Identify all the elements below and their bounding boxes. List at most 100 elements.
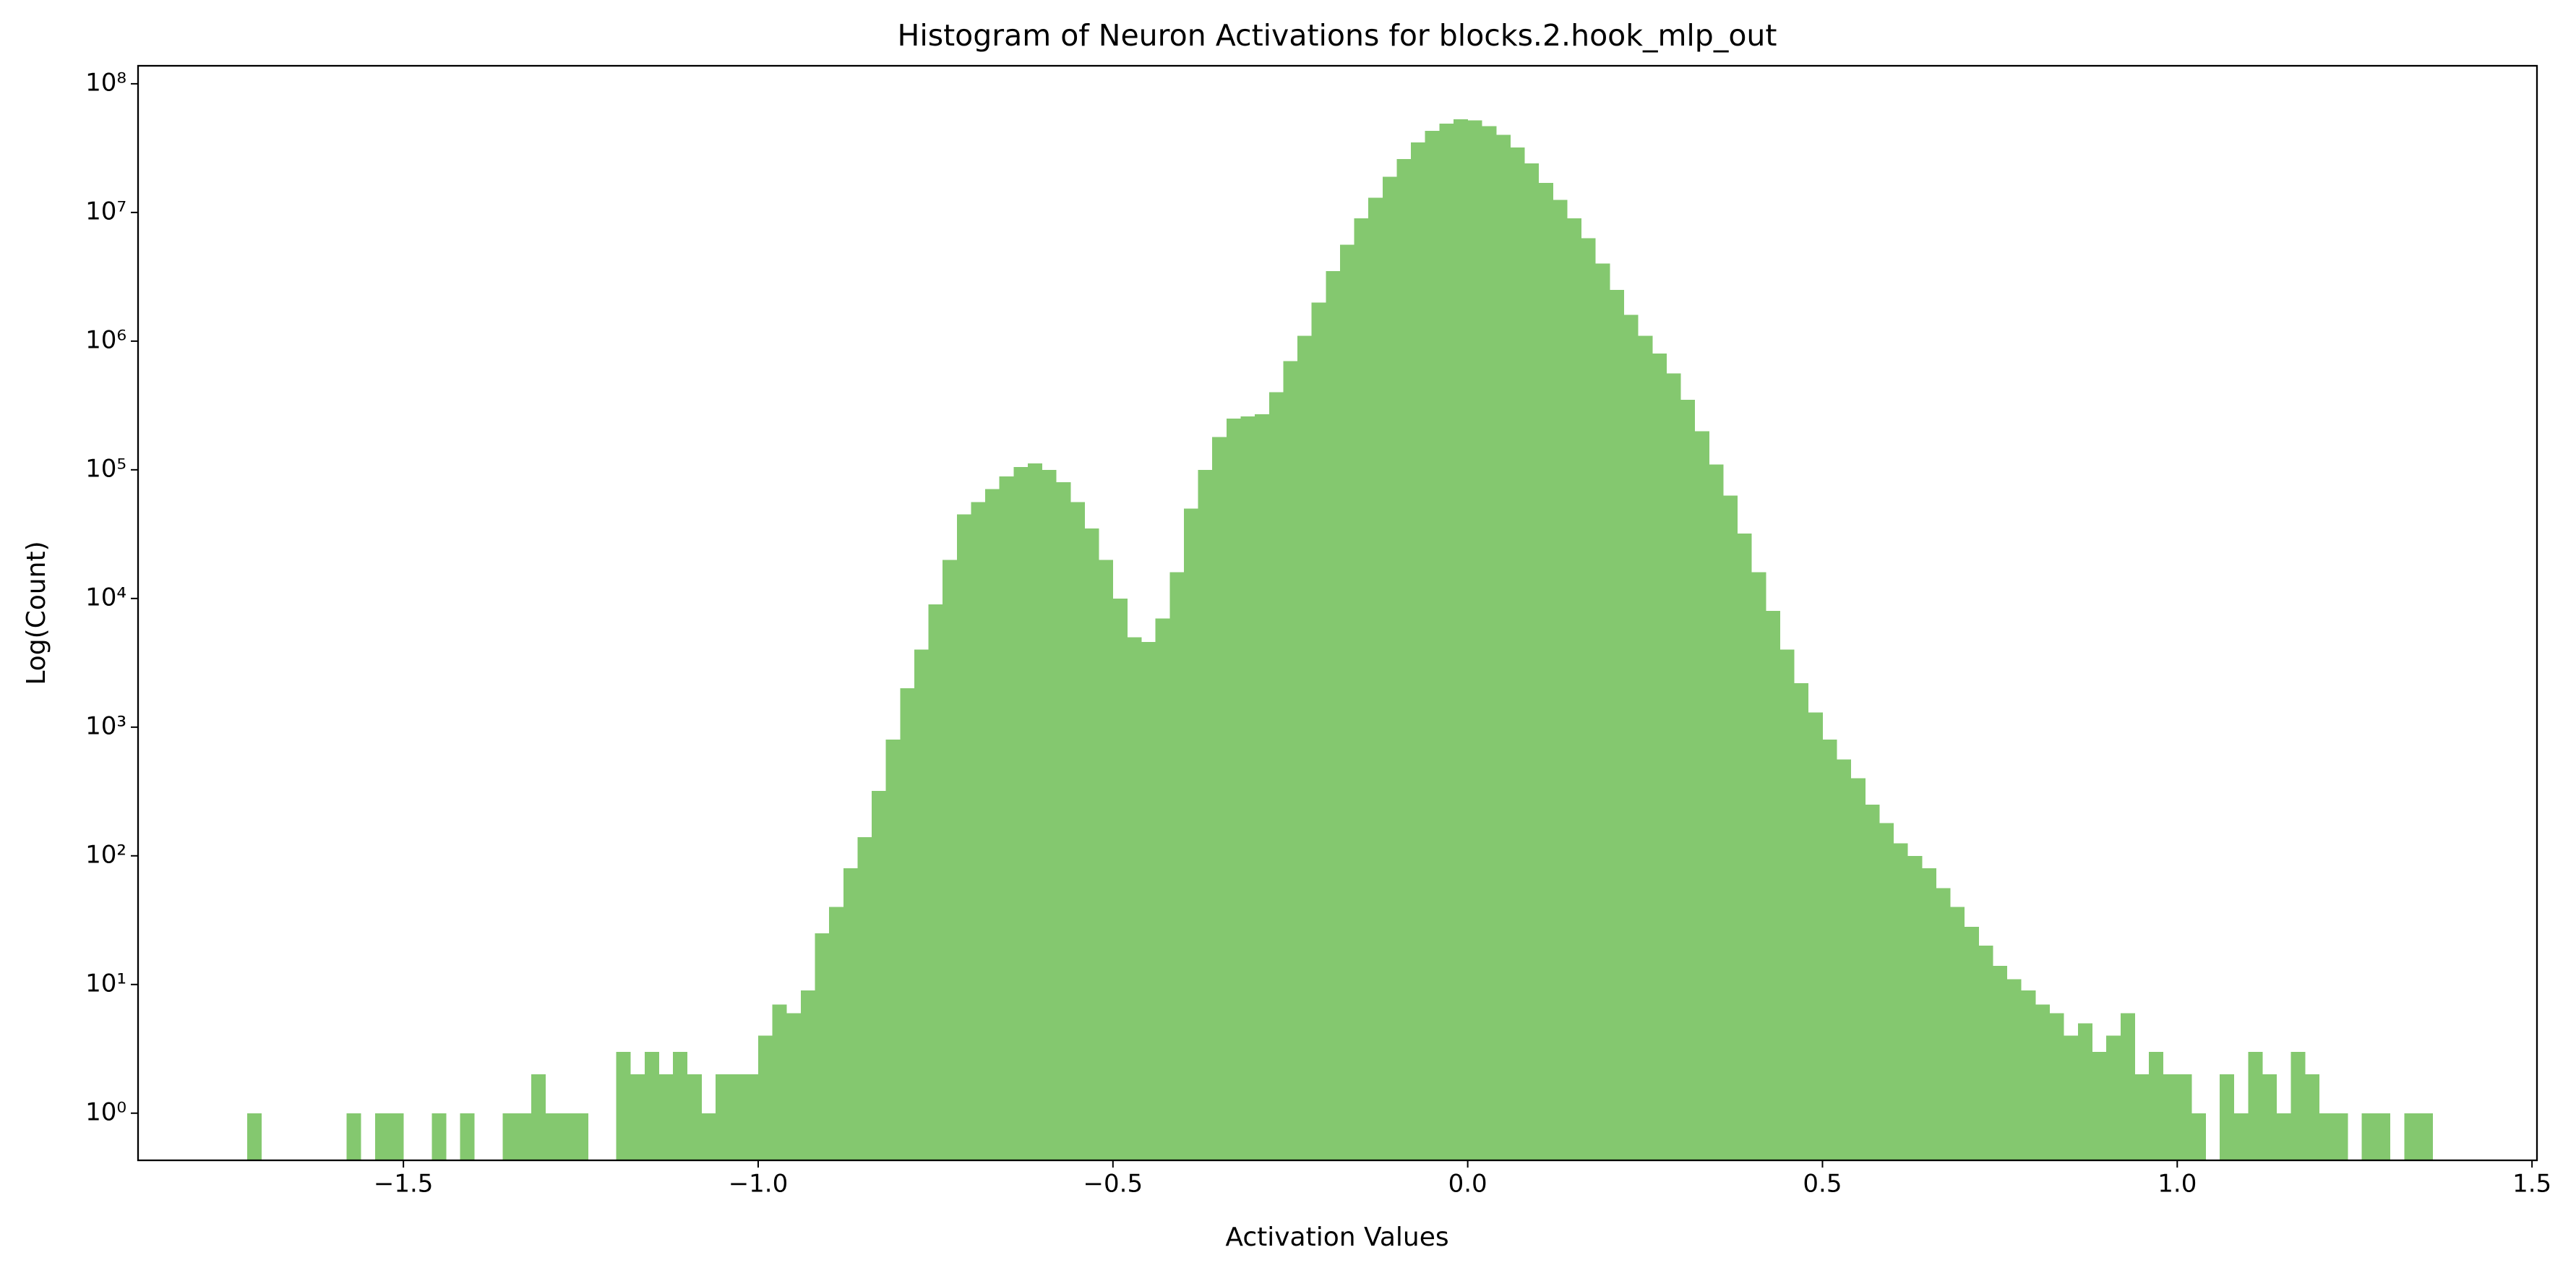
histogram-bar [1084,528,1099,1160]
x-tick-label: 0.5 [1803,1170,1842,1199]
x-tick-label: −1.0 [729,1170,789,1199]
histogram-bar [1652,354,1667,1161]
histogram-bar [1765,611,1780,1160]
histogram-bar [1368,197,1383,1160]
histogram-bar [1993,965,2008,1160]
histogram-bar [1268,392,1284,1160]
histogram-bar [644,1051,659,1160]
histogram-bar [2006,979,2022,1160]
y-tick-label: 10⁵ [85,454,126,483]
histogram-bar [346,1113,361,1160]
histogram-bar [1907,855,1923,1160]
histogram-bar [1538,182,1553,1160]
histogram-bar [559,1113,575,1160]
histogram-bar [247,1113,262,1160]
chart-title: Histogram of Neuron Activations for bloc… [898,18,1777,53]
histogram-bar [1183,508,1199,1160]
histogram-bar [1893,843,1908,1160]
histogram-bar [1212,437,1227,1160]
histogram-bar [545,1113,560,1160]
histogram-bar [1623,314,1639,1161]
histogram-bar [687,1074,702,1160]
histogram-bar [1581,238,1596,1160]
histogram-bar [1524,163,1540,1161]
histogram-bar [1837,759,1852,1160]
histogram-bar [1028,463,1043,1160]
histogram-bar [1751,572,1766,1160]
y-tick-label: 10⁶ [85,325,126,354]
histogram-bar [1553,200,1568,1160]
histogram-bar [1495,134,1511,1160]
x-tick-label: 0.0 [1448,1170,1487,1199]
histogram-bar [1609,290,1625,1160]
histogram-bar [2304,1074,2320,1160]
histogram-bar [1013,467,1029,1160]
x-axis-label: Activation Values [1225,1223,1448,1252]
x-tick-label: −1.5 [374,1170,434,1199]
histogram-bar [1978,946,1993,1160]
histogram-bar [1155,618,1170,1160]
histogram-bar [1339,244,1354,1160]
histogram-bar [1425,131,1440,1160]
histogram-bar [573,1113,588,1160]
histogram-bar [2319,1113,2334,1160]
histogram-bar [1141,641,1156,1160]
histogram-bar [815,933,830,1160]
histogram-bar [843,868,858,1160]
histogram-bar [1723,495,1738,1160]
y-tick-label: 10⁴ [85,583,126,612]
histogram-bar [1439,124,1454,1160]
histogram-bar [701,1113,716,1160]
histogram-bar [432,1113,447,1160]
histogram-bar [2361,1113,2377,1160]
x-tick-label: 1.5 [2512,1170,2551,1199]
histogram-bar [1482,126,1497,1160]
histogram-bar [658,1074,674,1160]
histogram-bar [2276,1113,2291,1160]
histogram-bar [2049,1013,2064,1160]
histogram-bar [389,1113,404,1160]
histogram-bar [1808,712,1823,1160]
histogram-bar [1794,682,1809,1160]
y-axis-label: Log(Count) [22,541,51,685]
histogram-bar [1382,176,1397,1160]
histogram-bar [673,1051,688,1160]
histogram-bar [2333,1113,2348,1160]
bars [247,119,2434,1161]
histogram-bar [1255,414,1270,1160]
histogram-bar [1311,302,1326,1160]
histogram-bar [872,790,887,1160]
histogram-bar [2248,1051,2263,1160]
histogram-bar [1567,218,1582,1160]
histogram-bar [2177,1074,2192,1160]
histogram-bar [2163,1074,2178,1160]
histogram-bar [900,688,915,1160]
histogram-bar [1694,431,1709,1160]
histogram-bar [1666,373,1681,1160]
histogram-bar [2120,1013,2135,1160]
histogram-bar [1779,649,1795,1160]
histogram-bar [1921,868,1936,1160]
histogram-bar [616,1051,631,1160]
axes: −1.5 −1.0 −0.5 0.0 0.5 1.0 1.5 10⁰ 10¹ 10² 10³ 10⁴ 1… [85,64,2551,1199]
histogram-bar [1950,907,1965,1160]
histogram-bar [2134,1074,2150,1160]
histogram-bar [1467,120,1482,1160]
x-tick-label: 1.0 [2158,1170,2197,1199]
histogram-bar [928,604,943,1160]
histogram-bar [744,1074,759,1160]
histogram-bar [729,1074,744,1160]
histogram-bar [1240,416,1255,1160]
histogram-bar [1326,271,1341,1161]
histogram-bar [1127,637,1142,1160]
y-tick-label: 10² [85,840,126,869]
histogram-bar [517,1113,532,1160]
histogram-bar [1056,482,1071,1160]
histogram-bar [2092,1051,2107,1160]
histogram-bar [1850,778,1866,1160]
histogram-bar [1283,361,1298,1160]
histogram-bar [1638,335,1653,1161]
histogram-bar [630,1074,645,1160]
